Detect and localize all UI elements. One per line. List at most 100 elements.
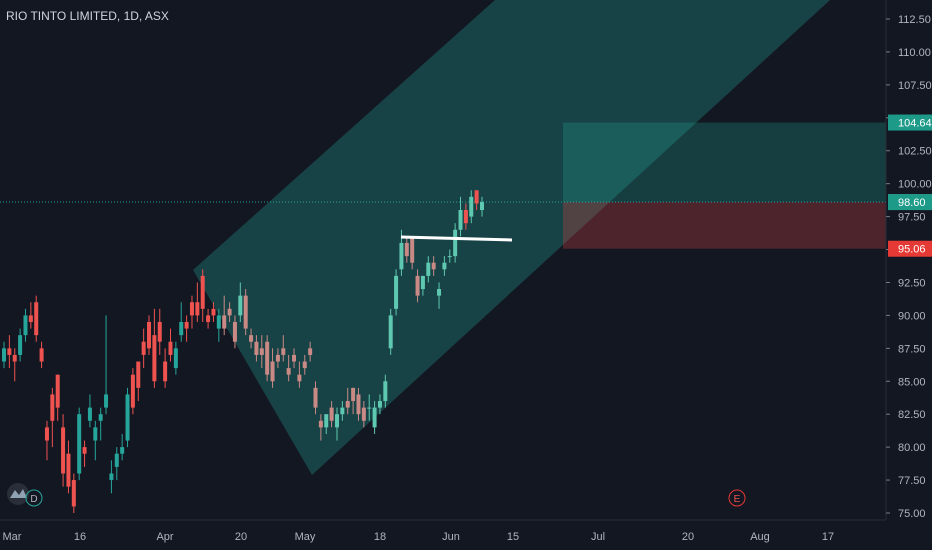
price-tick-label: 82.50 [898, 409, 926, 421]
candle-body [431, 262, 436, 270]
candle [77, 407, 82, 481]
price-axis [886, 0, 932, 550]
candle [2, 341, 6, 369]
candle [334, 407, 339, 441]
candle-body [324, 414, 329, 428]
stop-price-label-bg [888, 240, 932, 257]
price-tick-label: 97.50 [898, 212, 926, 224]
candle [420, 275, 425, 296]
time-tick-label: 20 [682, 531, 694, 543]
tradingview-logo-icon [7, 483, 29, 505]
price-tick-label: 100.00 [898, 179, 932, 191]
candle [286, 354, 291, 382]
candle [136, 361, 141, 402]
candle [388, 308, 393, 355]
candle [61, 414, 66, 487]
candle-body [232, 321, 237, 342]
candle-body [136, 361, 141, 388]
candle-body [426, 262, 431, 276]
candle-body [98, 414, 103, 421]
time-tick-label: Jun [442, 531, 460, 543]
target-zone [563, 122, 886, 203]
candle-body [453, 229, 458, 257]
candle [227, 302, 232, 322]
candle [313, 381, 318, 415]
target-price-label-bg [888, 114, 932, 131]
candle [34, 295, 39, 342]
candle-body [66, 453, 71, 487]
candle [265, 335, 270, 382]
candle-body [23, 315, 28, 336]
candle-body [308, 348, 313, 355]
chart-title: RIO TINTO LIMITED, 1D, ASX [6, 9, 169, 23]
candle [104, 315, 109, 415]
candle [109, 460, 114, 494]
candle-body [292, 354, 297, 362]
candle [394, 269, 399, 316]
candle-body [114, 453, 119, 467]
candle-body [222, 315, 227, 329]
horizontal-ray [400, 235, 513, 242]
candle-body [243, 295, 248, 329]
candle-body [383, 381, 388, 402]
candle [453, 223, 458, 263]
candle-body [28, 315, 33, 322]
price-tick-label: 90.00 [898, 310, 926, 322]
price-tick-label: 75.00 [898, 508, 926, 520]
candle [98, 407, 103, 441]
candle-body [313, 387, 318, 408]
price-tick-label: 107.50 [898, 80, 932, 92]
price-tick-label: 87.50 [898, 343, 926, 355]
time-tick-label: 18 [374, 531, 386, 543]
candle-body [39, 348, 44, 362]
candle-body [340, 407, 345, 415]
candle-body [2, 348, 6, 362]
price-tick-label: 92.50 [898, 277, 926, 289]
candle-body [270, 361, 275, 382]
dividend-circle [25, 489, 43, 507]
time-tick-label: Mar [3, 531, 22, 543]
candle [324, 414, 329, 434]
candle [18, 328, 23, 362]
candle [410, 236, 415, 270]
candle-body [238, 295, 243, 316]
candle-body [216, 315, 221, 329]
candle-body [399, 242, 404, 270]
candle [211, 302, 216, 322]
candle [125, 387, 130, 448]
price-tick-label: 77.50 [898, 475, 926, 487]
candle [216, 308, 221, 342]
candle [308, 341, 313, 362]
candle [442, 256, 447, 276]
candle-body [44, 427, 49, 441]
price-tick-label: 112.50 [898, 14, 931, 26]
price-tick-label: 110.00 [898, 47, 931, 59]
entry-price-label: 98.60 [898, 197, 926, 209]
candle-body [206, 315, 211, 322]
candle-body [55, 374, 60, 408]
candle-body [345, 401, 350, 408]
earnings-circle [728, 489, 746, 507]
candle-body [297, 374, 302, 382]
candle-body [334, 414, 339, 428]
candle [173, 341, 178, 375]
candle-body [377, 401, 382, 408]
candle [163, 348, 168, 388]
candle [249, 328, 254, 349]
candle [351, 387, 356, 415]
candle [200, 269, 205, 322]
candle [292, 348, 297, 369]
candle-body [388, 315, 393, 349]
candle [12, 348, 17, 382]
candle [302, 354, 307, 375]
candle [463, 203, 468, 230]
candle-body [480, 202, 484, 211]
candle [372, 401, 377, 434]
candle [71, 473, 76, 513]
candle [55, 374, 60, 421]
candle-body [18, 335, 23, 355]
candle [318, 414, 323, 441]
candle [243, 289, 248, 336]
candle-body [265, 341, 270, 375]
